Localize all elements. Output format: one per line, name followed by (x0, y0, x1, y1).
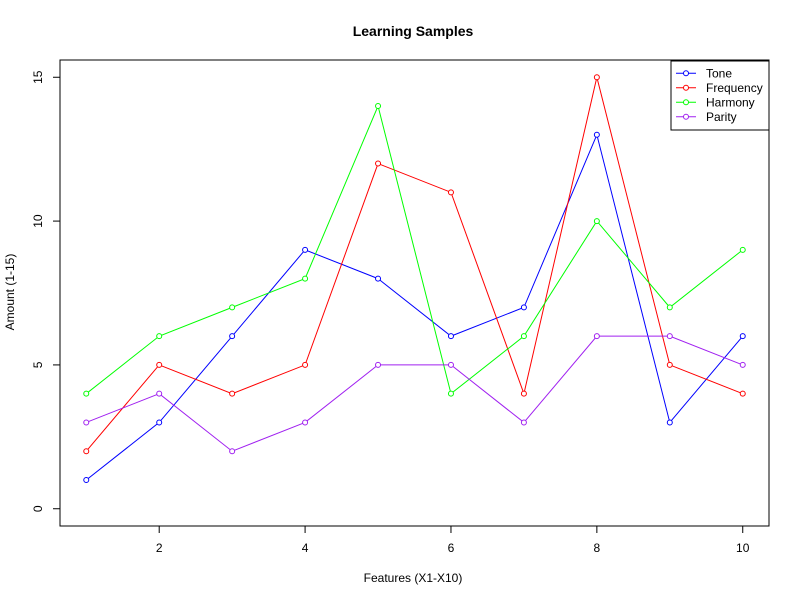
legend-marker-harmony (683, 99, 689, 106)
x-tick-label: 6 (448, 541, 455, 555)
data-point-harmony (83, 390, 90, 397)
data-point-frequency (302, 361, 309, 368)
data-point-parity (83, 419, 90, 426)
series-line-harmony (85, 104, 744, 395)
y-tick-label: 0 (31, 505, 45, 512)
data-point-frequency (375, 160, 382, 167)
data-point-harmony (229, 304, 236, 311)
legend-marker-frequency (683, 84, 689, 91)
data-point-tone (593, 131, 600, 138)
data-point-tone (666, 419, 673, 426)
data-point-parity (302, 419, 309, 426)
data-point-harmony (447, 390, 454, 397)
legend-label-tone: Tone (706, 66, 732, 80)
data-point-tone (83, 476, 90, 483)
y-tick-label: 5 (31, 361, 45, 368)
x-axis: 2 4 6 8 10 (156, 526, 750, 555)
data-point-tone (302, 246, 309, 253)
plot-frame (59, 59, 770, 527)
data-point-frequency (520, 390, 527, 397)
data-point-tone (375, 275, 382, 282)
data-point-frequency (666, 361, 673, 368)
data-point-harmony (739, 246, 746, 253)
data-point-harmony (520, 333, 527, 340)
chart-title: Learning Samples (353, 23, 474, 39)
data-point-tone (229, 333, 236, 340)
data-point-parity (447, 361, 454, 368)
x-tick-label: 8 (594, 541, 601, 555)
data-point-frequency (593, 74, 600, 81)
legend-label-frequency: Frequency (706, 81, 763, 95)
series-line-parity (86, 335, 743, 452)
legend-label-parity: Parity (706, 110, 737, 124)
data-point-frequency (229, 390, 236, 397)
data-point-frequency (156, 361, 163, 368)
legend-marker-tone (683, 70, 689, 77)
y-tick-label: 15 (31, 70, 45, 84)
data-point-parity (229, 448, 236, 455)
data-point-harmony (156, 333, 163, 340)
data-point-parity (156, 390, 163, 397)
data-point-tone (739, 333, 746, 340)
data-point-parity (593, 333, 600, 340)
y-axis: 0 5 10 15 (31, 70, 60, 512)
data-point-tone (447, 333, 454, 340)
x-axis-label: Features (X1-X10) (364, 571, 463, 585)
data-point-frequency (739, 390, 746, 397)
legend-marker-parity (683, 113, 689, 120)
data-point-harmony (302, 275, 309, 282)
data-point-frequency (447, 189, 454, 196)
series-line-frequency (85, 77, 743, 452)
data-point-tone (156, 419, 163, 426)
legend-label-harmony: Harmony (706, 95, 755, 109)
series-layer (83, 74, 746, 483)
y-axis-label: Amount (1-15) (3, 254, 17, 331)
data-point-tone (520, 304, 527, 311)
data-point-parity (666, 333, 673, 340)
y-tick-label: 10 (31, 214, 45, 228)
x-tick-label: 2 (156, 541, 163, 555)
data-point-harmony (666, 304, 673, 311)
data-point-parity (520, 419, 527, 426)
data-point-harmony (593, 218, 600, 225)
x-tick-label: 4 (302, 541, 309, 555)
data-point-parity (739, 361, 746, 368)
data-point-parity (375, 361, 382, 368)
data-point-frequency (83, 448, 90, 455)
x-tick-label: 10 (736, 541, 750, 555)
data-point-harmony (375, 103, 382, 110)
